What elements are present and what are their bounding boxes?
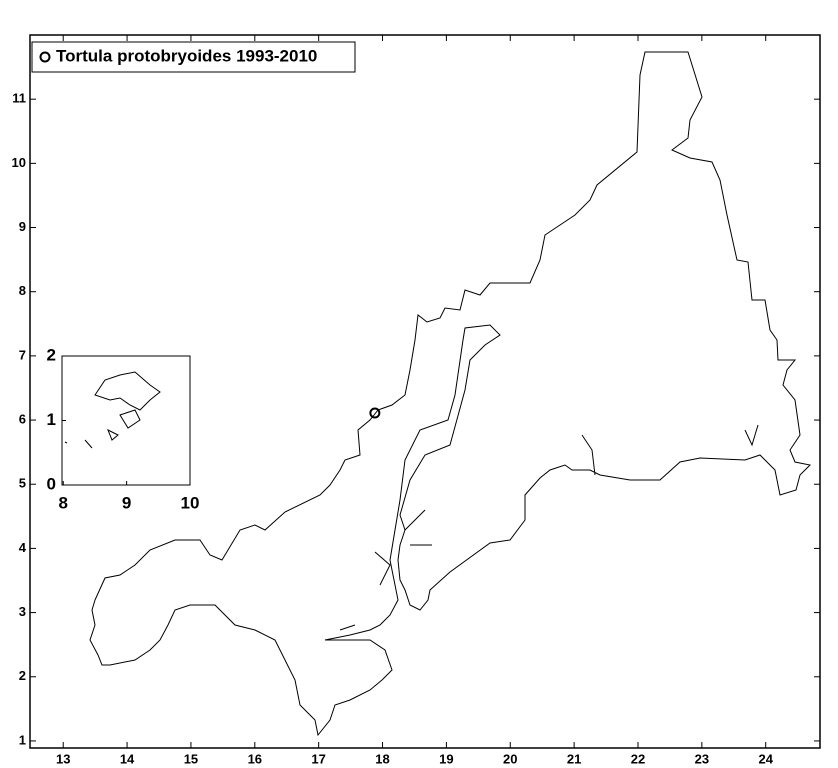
y-tick-label: 11 [12,91,26,106]
y-tick-label: 8 [19,283,26,298]
inset-x-tick-label: 8 [59,493,68,512]
record-point [369,407,381,419]
coastline [89,51,812,737]
y-tick-label: 3 [19,604,26,619]
y-tick-label: 7 [19,347,26,362]
x-tick-label: 18 [375,751,389,766]
legend-marker [39,51,51,63]
legend-label: Tortula protobryoides 1993-2010 [56,46,317,65]
x-tick-label: 13 [56,751,70,766]
x-tick-label: 15 [184,751,198,766]
inset-y-tick-label: 0 [47,474,56,493]
x-tick-label: 14 [120,751,135,766]
plot-frame [29,34,821,749]
y-tick-label: 6 [19,411,26,426]
y-tick-label: 1 [19,732,26,747]
inset-x-tick-label: 10 [181,493,200,512]
inset-x-tick-label: 9 [122,493,131,512]
inset-y-tick-label: 1 [47,410,56,429]
inset-frame [61,355,191,486]
inset-islands [64,371,161,449]
y-tick-label: 4 [19,540,27,555]
y-tick-label: 2 [19,668,26,683]
y-tick-label: 9 [19,219,26,234]
x-tick-label: 19 [439,751,453,766]
x-tick-label: 17 [311,751,325,766]
x-tick-label: 22 [631,751,645,766]
legend-box [31,41,356,73]
inset-y-tick-label: 2 [47,345,56,364]
x-tick-label: 20 [503,751,517,766]
x-tick-label: 16 [248,751,262,766]
x-tick-label: 23 [695,751,709,766]
x-tick-label: 21 [567,751,581,766]
y-tick-label: 10 [12,155,26,170]
x-tick-label: 24 [758,751,773,766]
y-tick-label: 5 [19,476,26,491]
